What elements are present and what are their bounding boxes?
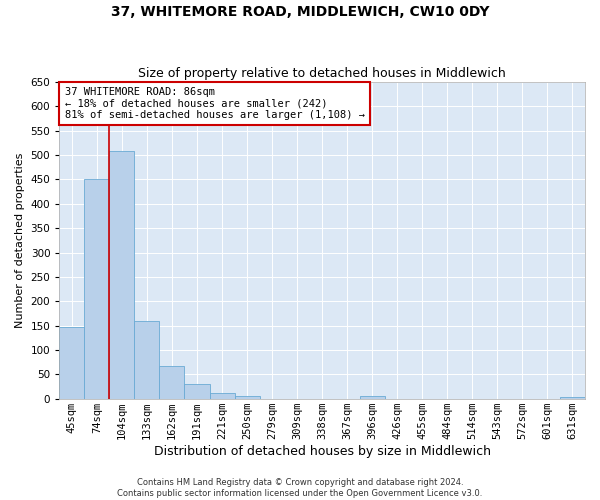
Title: Size of property relative to detached houses in Middlewich: Size of property relative to detached ho… (138, 66, 506, 80)
Bar (160, 366, 184, 398)
Bar (184, 384, 209, 398)
Bar (560, 397, 585, 398)
Text: Contains HM Land Registry data © Crown copyright and database right 2024.
Contai: Contains HM Land Registry data © Crown c… (118, 478, 482, 498)
Bar (134, 320, 160, 398)
Bar (360, 396, 385, 398)
Bar (209, 393, 235, 398)
X-axis label: Distribution of detached houses by size in Middlewich: Distribution of detached houses by size … (154, 444, 491, 458)
Bar (109, 151, 134, 398)
Y-axis label: Number of detached properties: Number of detached properties (15, 152, 25, 328)
Bar (235, 396, 260, 398)
Text: 37 WHITEMORE ROAD: 86sqm
← 18% of detached houses are smaller (242)
81% of semi-: 37 WHITEMORE ROAD: 86sqm ← 18% of detach… (65, 87, 365, 120)
Bar (85, 180, 109, 398)
Bar (59, 326, 85, 398)
Text: 37, WHITEMORE ROAD, MIDDLEWICH, CW10 0DY: 37, WHITEMORE ROAD, MIDDLEWICH, CW10 0DY (111, 5, 489, 19)
